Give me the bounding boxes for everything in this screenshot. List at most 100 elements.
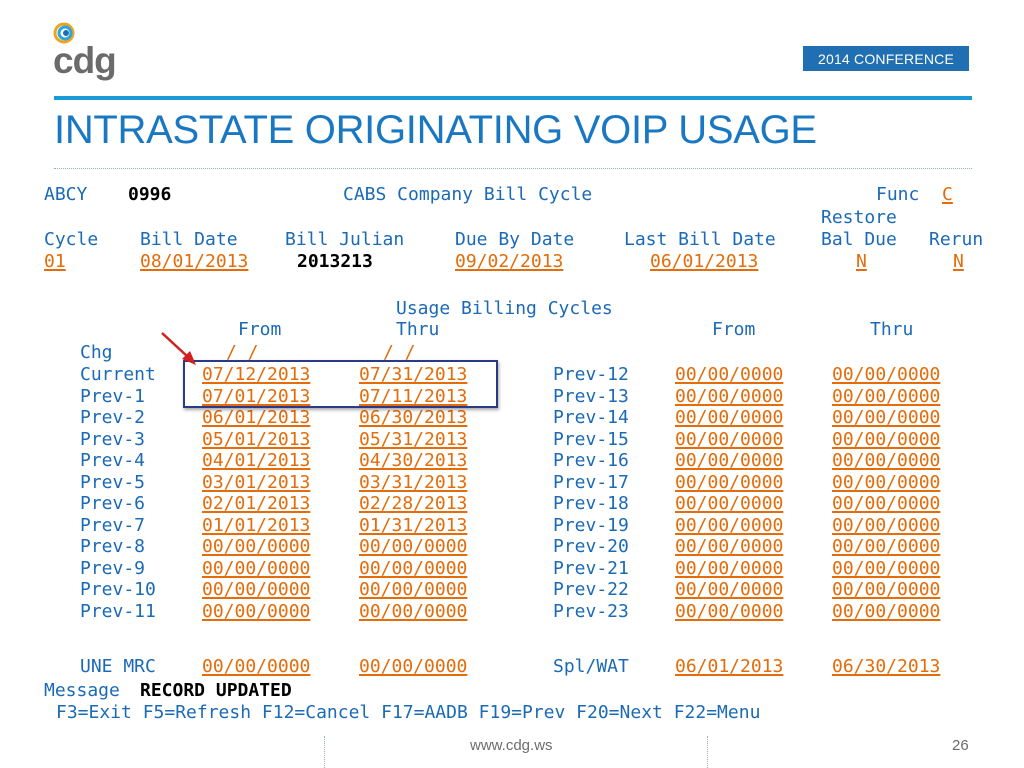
usage-thru-field[interactable]: 06/30/2013	[359, 407, 468, 428]
usage-thru-field[interactable]: 07/11/2013	[359, 385, 468, 407]
footer-url[interactable]: www.cdg.ws	[470, 737, 553, 754]
usage-from-field[interactable]: 00/00/0000	[675, 428, 784, 450]
usage-from-field[interactable]: 01/01/2013	[202, 514, 311, 536]
usage-from-field[interactable]: 00/00/0000	[675, 471, 784, 493]
usage-from-field[interactable]: 06/01/2013	[202, 407, 311, 428]
usage-thru-field[interactable]: 00/00/0000	[832, 450, 941, 471]
usage-row-label: Prev-18	[553, 493, 629, 514]
func-field[interactable]: C	[942, 184, 953, 205]
usage-thru-field[interactable]: 03/31/2013	[359, 471, 468, 493]
usage-from-field[interactable]: 00/00/0000	[202, 600, 311, 622]
usage-from-field[interactable]: 00/00/0000	[675, 385, 784, 407]
highlight-box	[183, 360, 498, 408]
usage-from-field[interactable]: 00/00/0000	[202, 579, 311, 600]
usage-thru-field[interactable]: 02/28/2013	[359, 493, 468, 514]
message-label: Message	[44, 680, 120, 701]
usage-row-label: Prev-15	[553, 428, 629, 450]
chg-thru-field[interactable]: / /	[383, 342, 416, 363]
usage-thru-field[interactable]: 00/00/0000	[832, 385, 941, 407]
usage-thru-field[interactable]: 00/00/0000	[832, 536, 941, 557]
usage-row-label: Prev-10	[80, 579, 156, 600]
usage-from-field[interactable]: 00/00/0000	[675, 450, 784, 471]
usage-row-label: Prev-11	[80, 600, 156, 622]
footer-separator-right	[707, 736, 708, 768]
due-by-date-header: Due By Date	[455, 229, 575, 250]
usage-row-label: Prev-23	[553, 600, 629, 622]
usage-from-field[interactable]: 00/00/0000	[675, 536, 784, 557]
from-header: From	[238, 319, 282, 340]
spl-wat-thru-field[interactable]: 06/30/2013	[832, 656, 941, 677]
usage-from-field[interactable]: 07/01/2013	[202, 385, 311, 407]
usage-row-label: Prev-1	[80, 385, 146, 407]
usage-thru-field[interactable]: 00/00/0000	[832, 557, 941, 579]
usage-thru-field[interactable]: 00/00/0000	[832, 428, 941, 450]
usage-from-field[interactable]: 00/00/0000	[675, 579, 784, 600]
usage-thru-field[interactable]: 04/30/2013	[359, 450, 468, 471]
usage-section-title: Usage Billing Cycles	[396, 298, 613, 319]
une-mrc-from-field[interactable]: 00/00/0000	[202, 656, 311, 677]
from-header-right: From	[712, 319, 756, 340]
usage-from-field[interactable]: 00/00/0000	[675, 514, 784, 536]
usage-from-field[interactable]: 04/01/2013	[202, 450, 311, 471]
usage-thru-field[interactable]: 05/31/2013	[359, 428, 468, 450]
usage-thru-field[interactable]: 00/00/0000	[832, 407, 941, 428]
usage-row-label: Prev-21	[553, 557, 629, 579]
une-mrc-thru-field[interactable]: 00/00/0000	[359, 656, 468, 677]
usage-row-label: Prev-2	[80, 407, 146, 428]
chg-label: Chg	[80, 342, 113, 363]
restore-header: Restore	[821, 207, 897, 228]
usage-row-label: Prev-8	[80, 536, 146, 557]
usage-from-field[interactable]: 00/00/0000	[675, 407, 784, 428]
thru-header: Thru	[396, 319, 440, 340]
thru-header-right: Thru	[870, 319, 914, 340]
usage-from-field[interactable]: 03/01/2013	[202, 471, 311, 493]
usage-row-label: Prev-22	[553, 579, 629, 600]
spl-wat-label: Spl/WAT	[553, 656, 629, 677]
usage-from-field[interactable]: 02/01/2013	[202, 493, 311, 514]
last-bill-date-field[interactable]: 06/01/2013	[650, 251, 759, 272]
usage-row-label: Prev-16	[553, 450, 629, 471]
restore-bal-due-field[interactable]: N	[856, 251, 867, 272]
bill-date-header: Bill Date	[140, 229, 238, 250]
usage-thru-field[interactable]: 07/31/2013	[359, 364, 468, 385]
footer-separator-left	[324, 736, 325, 768]
bal-due-header: Bal Due	[821, 229, 897, 250]
function-key-bar[interactable]: F3=Exit F5=Refresh F12=Cancel F17=AADB F…	[56, 702, 761, 723]
usage-from-field[interactable]: 05/01/2013	[202, 428, 311, 450]
spl-wat-from-field[interactable]: 06/01/2013	[675, 656, 784, 677]
usage-row-label: Prev-4	[80, 450, 146, 471]
usage-from-field[interactable]: 00/00/0000	[675, 364, 784, 385]
usage-row-label: Prev-19	[553, 514, 629, 536]
usage-from-field[interactable]: 07/12/2013	[202, 364, 311, 385]
usage-thru-field[interactable]: 00/00/0000	[832, 364, 941, 385]
usage-from-field[interactable]: 00/00/0000	[202, 536, 311, 557]
usage-thru-field[interactable]: 01/31/2013	[359, 514, 468, 536]
last-bill-date-header: Last Bill Date	[624, 229, 776, 250]
company-code: 0996	[128, 184, 172, 205]
red-arrow-icon	[161, 332, 196, 365]
usage-row-label: Prev-20	[553, 536, 629, 557]
usage-from-field[interactable]: 00/00/0000	[202, 557, 311, 579]
usage-from-field[interactable]: 00/00/0000	[675, 557, 784, 579]
usage-row-label: Prev-6	[80, 493, 146, 514]
usage-row-label: Prev-17	[553, 471, 629, 493]
usage-thru-field[interactable]: 00/00/0000	[359, 557, 468, 579]
usage-thru-field[interactable]: 00/00/0000	[832, 600, 941, 622]
rerun-field[interactable]: N	[953, 251, 964, 272]
cycle-field[interactable]: 01	[44, 251, 66, 272]
usage-from-field[interactable]: 00/00/0000	[675, 600, 784, 622]
usage-thru-field[interactable]: 00/00/0000	[359, 579, 468, 600]
usage-thru-field[interactable]: 00/00/0000	[359, 536, 468, 557]
usage-from-field[interactable]: 00/00/0000	[675, 493, 784, 514]
bill-date-field[interactable]: 08/01/2013	[140, 251, 249, 272]
screen-title: CABS Company Bill Cycle	[343, 184, 593, 205]
usage-thru-field[interactable]: 00/00/0000	[832, 514, 941, 536]
usage-row-label: Current	[80, 364, 156, 385]
usage-thru-field[interactable]: 00/00/0000	[832, 493, 941, 514]
usage-row-label: Prev-12	[553, 364, 629, 385]
chg-from-field[interactable]: / /	[226, 342, 259, 363]
usage-thru-field[interactable]: 00/00/0000	[832, 579, 941, 600]
due-by-date-field[interactable]: 09/02/2013	[455, 251, 564, 272]
usage-thru-field[interactable]: 00/00/0000	[359, 600, 468, 622]
usage-thru-field[interactable]: 00/00/0000	[832, 471, 941, 493]
